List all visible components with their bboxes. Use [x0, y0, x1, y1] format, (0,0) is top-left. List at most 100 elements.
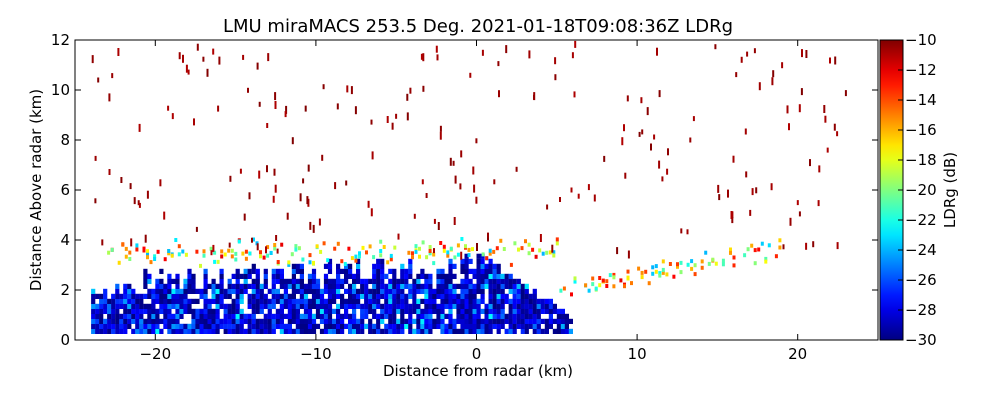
ldr-cell: [544, 303, 549, 309]
ldr-cell: [829, 57, 831, 64]
ldr-cell: [365, 250, 368, 255]
ldr-cell: [143, 273, 148, 279]
ldr-cell: [573, 91, 576, 98]
ldr-cell: [448, 308, 453, 314]
ldr-cell: [818, 165, 821, 173]
ldr-cell: [504, 328, 509, 334]
ldr-cell: [446, 253, 450, 258]
ldr-cell: [167, 251, 171, 256]
ldr-cell: [175, 308, 180, 314]
y-tick-label: 8: [60, 131, 70, 149]
ldr-cell: [175, 293, 180, 299]
ldr-cell: [286, 212, 289, 220]
ldr-cell: [323, 263, 329, 269]
ldr-cell: [251, 283, 256, 289]
ldr-cell: [372, 308, 377, 314]
ldr-cell: [421, 179, 424, 185]
ldr-cell: [384, 313, 389, 319]
ldr-cell: [364, 313, 369, 319]
ldr-cell: [251, 308, 256, 314]
ldr-cell: [332, 323, 337, 329]
ldr-cell: [372, 288, 377, 294]
ldr-cell: [371, 151, 374, 160]
ldr-cell: [559, 288, 563, 293]
ldr-cell: [287, 308, 292, 314]
ldr-cell: [512, 283, 517, 289]
ldr-cell: [448, 318, 453, 324]
ldr-cell: [323, 308, 329, 314]
ldr-cell: [336, 318, 341, 324]
ldr-cell: [460, 288, 465, 294]
ldr-cell: [404, 308, 409, 314]
ldr-cell: [195, 308, 200, 314]
ldr-cell: [252, 237, 255, 242]
ldr-cell: [380, 313, 385, 319]
ldr-cell: [175, 273, 180, 279]
ldr-cell: [368, 328, 373, 334]
ldr-cell: [251, 278, 256, 284]
ldr-cell: [484, 328, 489, 334]
ldr-cell: [396, 293, 401, 299]
ldr-cell: [235, 268, 240, 274]
ldr-cell: [308, 260, 312, 265]
ldr-cell: [404, 303, 409, 309]
ldr-cell: [121, 242, 125, 247]
ldr-cell: [778, 245, 782, 250]
ldr-cell: [416, 298, 421, 304]
ldr-cell: [151, 318, 156, 324]
ldr-cell: [163, 323, 168, 329]
ldr-cell: [400, 273, 405, 279]
ldr-cell: [661, 267, 665, 272]
ldr-cell: [219, 283, 224, 289]
y-tick-label: 6: [60, 181, 70, 199]
ldr-cell: [743, 253, 747, 258]
ldr-cell: [601, 278, 605, 283]
ldr-cell: [202, 253, 206, 258]
ldr-cell: [408, 283, 413, 289]
ldr-cell: [223, 318, 228, 324]
ldr-cell: [332, 293, 337, 299]
ldr-cell: [259, 288, 264, 294]
ldr-cell: [137, 200, 140, 206]
ldr-cell: [453, 255, 457, 260]
ldr-cell: [146, 255, 149, 260]
ldr-cell: [356, 323, 361, 329]
ldr-cell: [155, 298, 160, 304]
ldr-cell: [340, 268, 345, 274]
ldr-cell: [384, 323, 389, 329]
ldr-cell: [392, 283, 397, 289]
ldr-cell: [283, 298, 288, 304]
ldr-cell: [452, 160, 455, 166]
ldr-cell: [424, 283, 429, 289]
ldr-cell: [488, 328, 493, 334]
x-axis-label: Distance from radar (km): [383, 362, 573, 380]
ldr-cell: [144, 234, 147, 243]
ldr-cell: [352, 313, 357, 319]
ldr-cell: [219, 323, 224, 329]
ldr-cell: [354, 106, 357, 115]
ldr-cell: [135, 247, 139, 252]
ldr-cell: [533, 94, 535, 100]
ldr-cell: [346, 85, 349, 93]
ldr-cell: [259, 293, 264, 299]
ldr-cell: [199, 308, 204, 314]
ldr-cell: [199, 313, 204, 319]
ldr-cell: [380, 293, 385, 299]
ldr-cell: [656, 47, 658, 56]
ldr-cell: [167, 293, 172, 299]
ldr-cell: [259, 323, 264, 329]
ldr-cell: [471, 247, 474, 252]
ldr-cell: [147, 273, 152, 279]
ldr-cell: [211, 313, 216, 319]
ldr-cell: [408, 268, 413, 274]
ldr-cell: [159, 308, 164, 314]
ldr-cell: [605, 284, 609, 288]
ldr-cell: [247, 293, 252, 299]
ldr-cell: [484, 318, 489, 324]
ldr-cell: [95, 323, 100, 329]
ldr-cell: [262, 255, 266, 260]
ldr-cell: [231, 298, 236, 304]
ldr-cell: [340, 298, 345, 304]
ldr-cell: [428, 278, 433, 284]
ldr-cell: [354, 254, 358, 259]
